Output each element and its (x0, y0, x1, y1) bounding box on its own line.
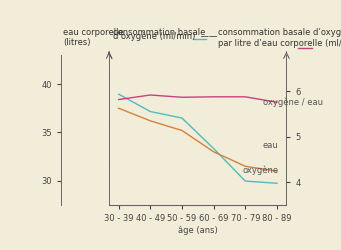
Text: (litres): (litres) (63, 38, 91, 48)
Text: oxygène: oxygène (242, 165, 278, 175)
Text: eau: eau (263, 140, 279, 149)
X-axis label: âge (ans): âge (ans) (178, 226, 218, 235)
Text: consommation basale: consommation basale (113, 28, 205, 38)
Text: par litre d’eau corporelle (ml/min)  ——: par litre d’eau corporelle (ml/min) —— (218, 38, 341, 48)
Text: eau corporelle: eau corporelle (63, 28, 124, 38)
Text: consommation basale d’oxygène: consommation basale d’oxygène (218, 28, 341, 38)
Text: oxygène / eau: oxygène / eau (263, 98, 323, 107)
Text: d’oxygène (ml/min)  ——: d’oxygène (ml/min) —— (113, 32, 217, 41)
